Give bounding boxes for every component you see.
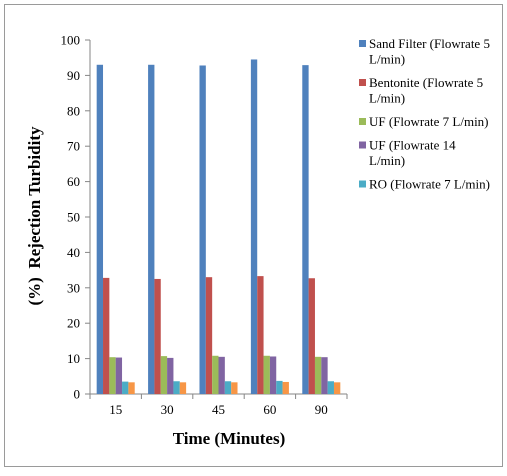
legend-label: Sand Filter (Flowrate 5: [369, 36, 490, 51]
bar: [128, 382, 135, 394]
bar: [250, 59, 258, 394]
bars: [96, 59, 341, 394]
legend-swatch: [359, 40, 366, 47]
bar: [154, 278, 161, 394]
x-tick-label: 60: [263, 402, 276, 417]
bar: [302, 65, 309, 394]
bar: [199, 65, 206, 394]
bar: [276, 380, 283, 394]
bar: [167, 357, 174, 394]
bar: [173, 381, 180, 394]
x-axis-label: Time (Minutes): [173, 429, 286, 448]
y-tick-label: 60: [67, 174, 80, 189]
bar: [109, 357, 116, 394]
bar: [333, 382, 341, 394]
bar: [314, 356, 322, 394]
y-tick-label: 70: [67, 139, 80, 154]
bar: [269, 356, 277, 394]
y-tick-label: 10: [67, 351, 80, 366]
legend-swatch: [359, 141, 366, 149]
legend-label: RO (Flowrate 7 L/min): [369, 177, 490, 192]
bar: [212, 355, 219, 394]
y-tick-label: 0: [74, 387, 81, 402]
y-tick-label: 50: [67, 210, 80, 225]
bar: [103, 277, 110, 394]
legend-label: UF (Flowrate 7 L/min): [369, 114, 489, 129]
legend-swatch: [359, 118, 366, 125]
legend-label: L/min): [369, 52, 405, 67]
y-tick-label: 90: [67, 68, 80, 83]
legend-label: Bentonite (Flowrate 5: [369, 75, 483, 90]
y-tick-label: 100: [61, 33, 81, 48]
legend: Sand Filter (Flowrate 5L/min)Bentonite (…: [359, 36, 490, 192]
x-tick-label: 15: [109, 402, 122, 417]
bar: [148, 64, 155, 394]
legend-swatch: [359, 79, 366, 86]
x-tick-label: 90: [315, 402, 328, 417]
legend-label: L/min): [369, 153, 405, 168]
bar: [205, 277, 213, 394]
legend-label: L/min): [369, 91, 405, 106]
bar: [231, 382, 238, 394]
bar: [218, 356, 225, 394]
bar: [263, 355, 270, 394]
bar: [321, 357, 328, 394]
bar: [327, 381, 334, 394]
y-tick-label: 80: [67, 103, 80, 118]
y-tick-label: 20: [67, 316, 80, 331]
bar: [224, 381, 232, 394]
bar: [308, 278, 315, 394]
x-tick-label: 30: [161, 402, 174, 417]
bar: [96, 64, 104, 394]
legend-label: UF (Flowrate 14: [369, 138, 456, 153]
y-axis: 0 10 20 30 40 50 60 70 80 90 100: [61, 33, 91, 402]
y-tick-label: 40: [67, 245, 80, 260]
y-axis-label: (%) Rejection Turbidity: [25, 126, 44, 305]
x-tick-label: 45: [212, 402, 225, 417]
y-tick-label: 30: [67, 280, 80, 295]
bar: [179, 382, 187, 394]
bar: [122, 381, 129, 394]
bar: [282, 381, 289, 394]
bar: [115, 357, 123, 394]
legend-swatch: [359, 180, 366, 188]
bar: [160, 356, 168, 394]
bar: [257, 276, 264, 394]
